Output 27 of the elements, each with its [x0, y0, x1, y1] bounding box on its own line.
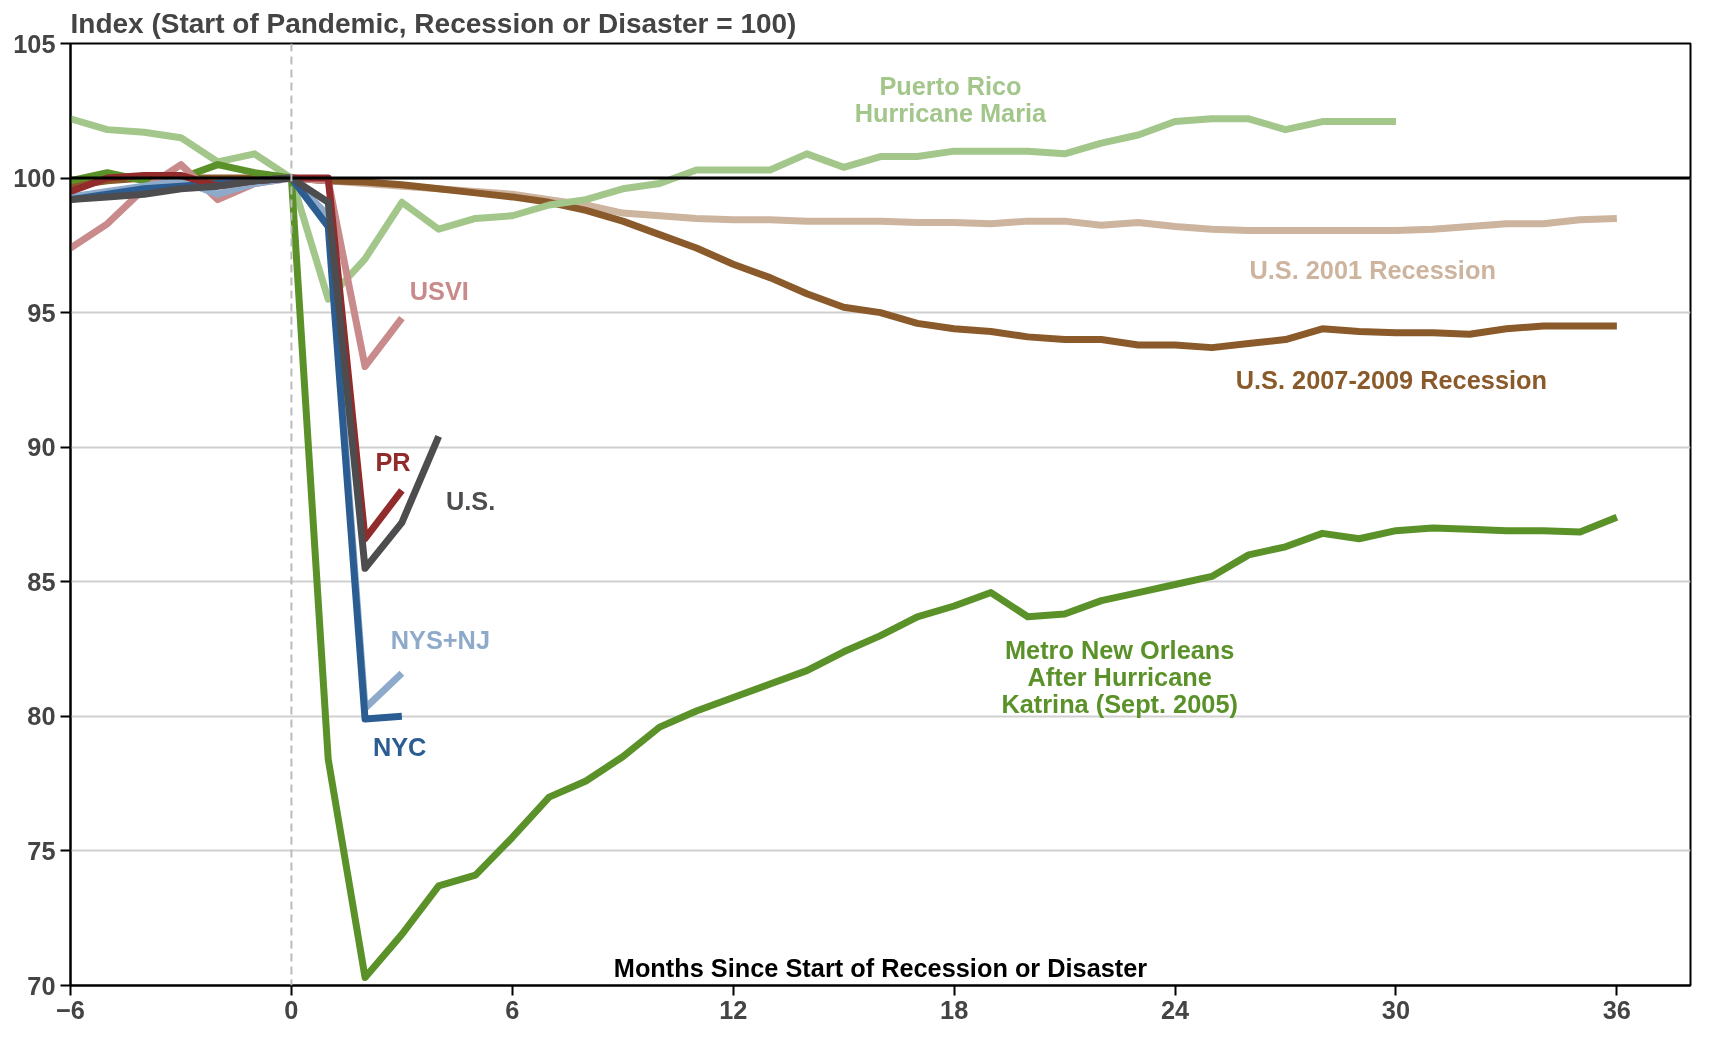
- x-tick-label: 0: [284, 995, 299, 1024]
- series-label: Puerto Rico Hurricane Maria: [854, 72, 1048, 128]
- y-tick-label: 95: [27, 298, 56, 327]
- y-tick-label: 85: [27, 567, 56, 596]
- y-tick-label: 100: [13, 164, 56, 193]
- x-tick-label: 24: [1160, 995, 1190, 1024]
- series-label: U.S. 2007-2009 Recession: [1235, 366, 1547, 394]
- x-tick-label: −6: [56, 995, 85, 1024]
- x-tick-label: 18: [940, 995, 969, 1024]
- series-label: U.S. 2001 Recession: [1249, 256, 1496, 285]
- series-label: NYC: [372, 733, 427, 762]
- series-label: Metro New Orleans After Hurricane Katrina (Sept. 2005): [1001, 635, 1238, 718]
- y-tick-label: 105: [13, 29, 56, 58]
- series-label: PR: [375, 447, 411, 476]
- x-axis-title: Months Since Start of Recession or Disaster: [613, 953, 1148, 982]
- series-label: U.S.: [445, 487, 496, 516]
- x-tick-label: 30: [1381, 995, 1411, 1024]
- y-axis-title: Index (Start of Pandemic, Recession or Disaster = 100): [70, 7, 797, 39]
- x-tick-label: 36: [1602, 995, 1631, 1024]
- y-tick-label: 90: [27, 433, 56, 462]
- series-label: USVI: [409, 276, 469, 305]
- x-tick-label: 6: [505, 995, 520, 1024]
- y-tick-label: 75: [27, 836, 56, 865]
- y-tick-label: 80: [27, 702, 56, 731]
- series-label: NYS+NJ: [390, 626, 490, 655]
- x-tick-label: 12: [719, 995, 748, 1024]
- y-tick-label: 70: [27, 971, 56, 1000]
